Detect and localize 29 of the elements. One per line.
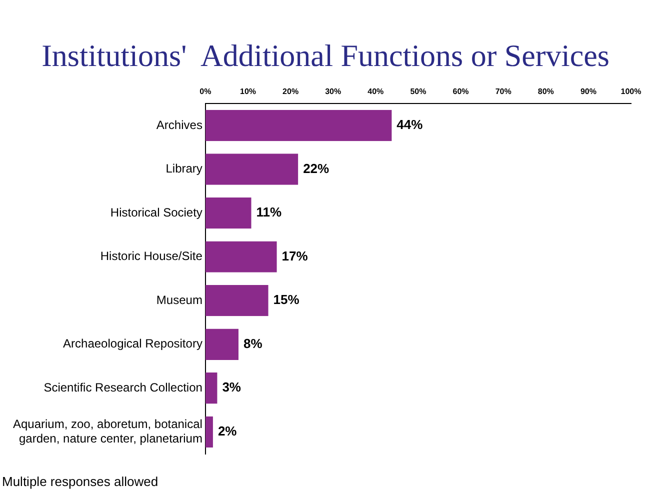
- x-tick-label: 80%: [538, 87, 554, 96]
- chart-title: Institutions' Additional Functions or Services: [40, 38, 610, 74]
- y-tick-label: Scientific Research Collection: [44, 380, 202, 394]
- y-tick-label: Library: [166, 162, 202, 176]
- y-tick-label: Historical Society: [110, 205, 202, 220]
- x-tick-label: 20%: [282, 87, 299, 96]
- x-tick-label: 70%: [495, 87, 512, 96]
- data-label: 2%: [218, 423, 238, 438]
- data-label: 3%: [222, 380, 242, 395]
- x-tick-label: 0%: [200, 87, 212, 96]
- y-tick-label: Aquarium, zoo, aboretum, botanical garden, nature center, planetarium: [12, 417, 202, 446]
- x-tick-label: 50%: [410, 87, 426, 96]
- x-tick-label: 40%: [368, 87, 384, 96]
- x-tick-label: 10%: [240, 87, 256, 96]
- data-label: 44%: [396, 117, 424, 132]
- y-tick-label: Historic House/Site: [100, 249, 203, 264]
- y-tick-label: Archaeological Repository: [63, 336, 202, 351]
- data-label: 17%: [282, 248, 308, 264]
- x-tick-label: 60%: [452, 87, 469, 96]
- y-tick-label: Archives: [156, 118, 202, 132]
- data-label: 22%: [303, 160, 330, 176]
- x-tick-label: 90%: [580, 87, 596, 96]
- data-label: 15%: [273, 292, 300, 308]
- y-tick-label: Museum: [156, 292, 202, 307]
- data-label: 8%: [243, 336, 263, 351]
- x-tick-label: 30%: [325, 87, 342, 96]
- data-label: 11%: [256, 204, 282, 220]
- text: Multiple responses allowed: [2, 474, 158, 489]
- x-tick-label: 100%: [620, 87, 642, 96]
